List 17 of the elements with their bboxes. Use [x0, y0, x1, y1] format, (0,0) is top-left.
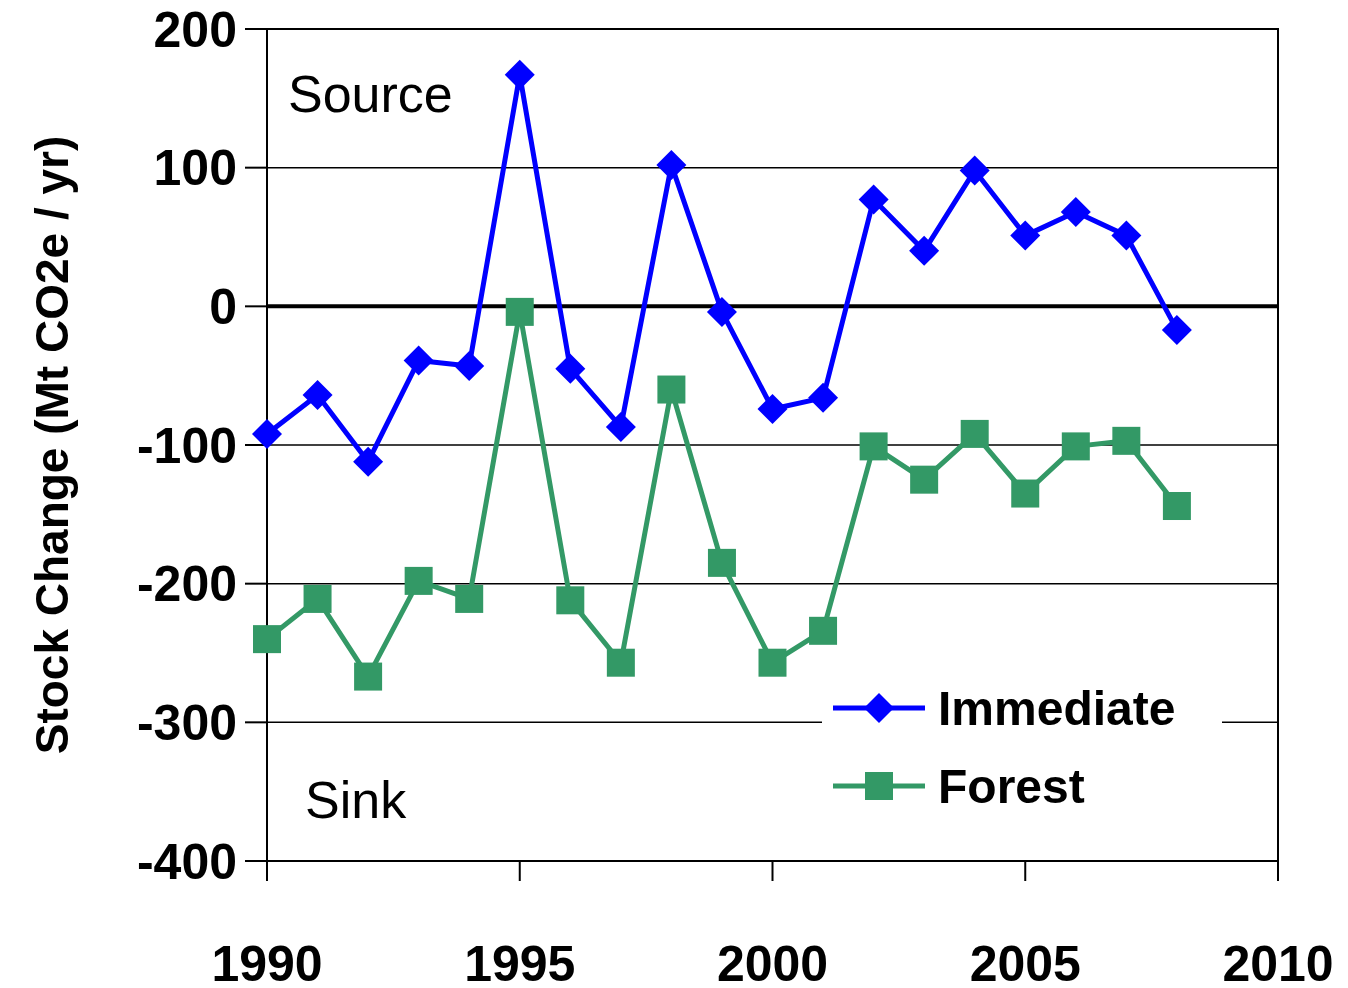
y-tick-label: -100: [136, 417, 237, 474]
annotation: Source: [288, 65, 453, 123]
y-tick-label: -300: [136, 694, 237, 751]
legend-label: Forest: [938, 759, 1085, 813]
y-tick-label: 100: [153, 140, 237, 197]
x-tick-label: 1995: [464, 936, 576, 988]
x-tick-label: 2000: [716, 936, 829, 988]
x-tick-label: 1990: [211, 936, 323, 988]
y-tick-label: 200: [153, 1, 237, 58]
y-tick-label: -200: [136, 556, 237, 613]
x-tick-label: 2005: [969, 936, 1081, 988]
y-tick-label: -400: [136, 833, 237, 890]
annotation: Sink: [305, 771, 408, 829]
x-tick-label: 2010: [1222, 936, 1334, 988]
y-axis-title: Stock Change (Mt CO2e / yr): [26, 135, 78, 755]
legend-label: Immediate: [938, 681, 1176, 735]
y-tick-label: 0: [209, 278, 237, 335]
